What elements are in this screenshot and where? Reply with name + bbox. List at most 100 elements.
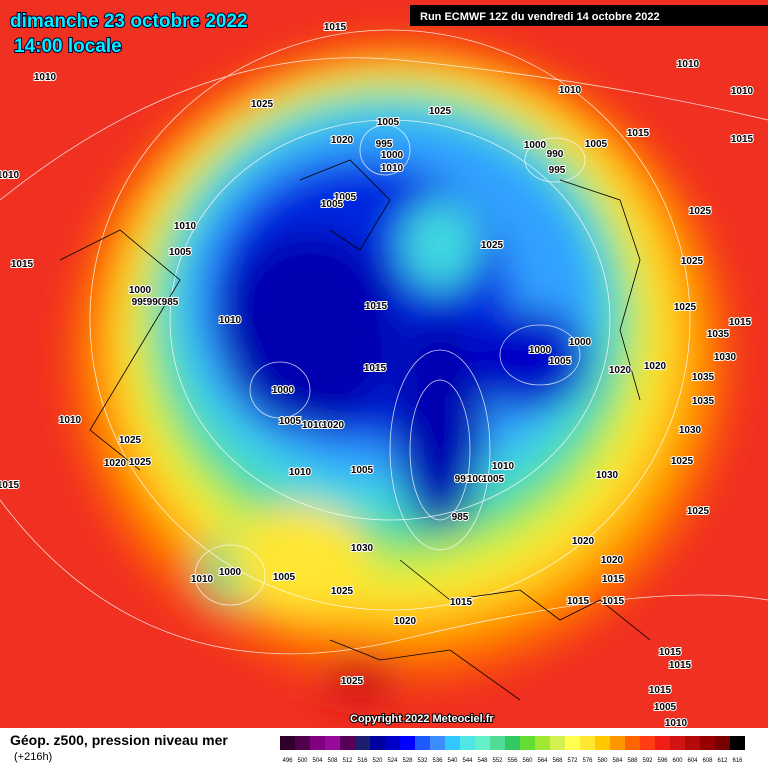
isobar-label: 1010 — [731, 86, 754, 97]
isobar-label: 1010 — [174, 221, 197, 232]
isobar-label: 1005 — [279, 416, 302, 427]
colorbar-label: 516 — [357, 758, 368, 764]
isobar-label: 1025 — [251, 99, 274, 110]
colorbar-label: 600 — [672, 758, 683, 764]
colorbar-swatch — [430, 736, 445, 750]
isobar-label: 1025 — [689, 206, 712, 217]
colorbar-label: 548 — [477, 758, 488, 764]
colorbar-swatch — [580, 736, 595, 750]
isobar-label: 1010 — [219, 315, 242, 326]
isobar-label: 1015 — [365, 301, 388, 312]
colorbar-swatch — [505, 736, 520, 750]
footer-title: Géop. z500, pression niveau mer — [10, 732, 228, 748]
isobar-label: 1015 — [602, 574, 625, 585]
isobar-label: 995 — [549, 165, 566, 176]
colorbar-label: 536 — [432, 758, 443, 764]
colorbar-swatch — [610, 736, 625, 750]
isobar-label: 1020 — [322, 420, 345, 431]
isobar-label: 1015 — [627, 128, 650, 139]
isobar-label: 1020 — [601, 555, 624, 566]
isobar-label: 990 — [147, 297, 164, 308]
colorbar-label: 524 — [387, 758, 398, 764]
isobar-label: 1030 — [351, 543, 374, 554]
isobar-label: 1015 — [567, 596, 590, 607]
isobar-label: 995 — [455, 474, 472, 485]
isobar-label: 1010 — [492, 461, 515, 472]
colorbar-label: 532 — [417, 758, 428, 764]
isobar-label: 1015 — [602, 596, 625, 607]
colorbar-swatch — [340, 736, 355, 750]
colorbar-swatch — [655, 736, 670, 750]
isobar-label: 1020 — [104, 458, 127, 469]
isobar-label: 1005 — [321, 199, 344, 210]
colorbar-label: 604 — [687, 758, 698, 764]
isobar-label: 990 — [547, 149, 564, 160]
isobar-label: 1015 — [669, 660, 692, 671]
colorbar-label: 556 — [507, 758, 518, 764]
colorbar-label: 580 — [597, 758, 608, 764]
lead-time: (+216h) — [14, 751, 52, 763]
isobar-label: 1015 — [450, 597, 473, 608]
colorbar-swatch — [535, 736, 550, 750]
isobar-label: 1010 — [302, 420, 325, 431]
isobar-label: 1010 — [191, 574, 214, 585]
isobar-label: 1025 — [681, 256, 704, 267]
isobar-label: 1015 — [659, 647, 682, 658]
isobar-label: 1010 — [59, 415, 82, 426]
isobar-label: 1025 — [129, 457, 152, 468]
isobar-label: 1035 — [692, 396, 715, 407]
isobar-label: 1025 — [341, 676, 364, 687]
colorbar-swatch — [640, 736, 655, 750]
isobar-label: 1010 — [34, 72, 57, 83]
colorbar-label: 596 — [657, 758, 668, 764]
colorbar-label: 616 — [732, 758, 743, 764]
isobar-label: 1005 — [273, 572, 296, 583]
isobar-label: 1000 — [219, 567, 242, 578]
isobar-label: 1020 — [644, 361, 667, 372]
isobar-label: 985 — [162, 297, 179, 308]
isobar-label: 1005 — [482, 474, 505, 485]
colorbar-swatch — [595, 736, 610, 750]
isobar-label: 1010 — [665, 718, 688, 729]
colorbar-swatch — [715, 736, 730, 750]
isobar-label: 1015 — [649, 685, 672, 696]
colorbar-label: 500 — [297, 758, 308, 764]
colorbar-label: 592 — [642, 758, 653, 764]
isobar-label: 1000 — [524, 140, 547, 151]
isobar-label: 1000 — [467, 474, 490, 485]
colorbar-label: 560 — [522, 758, 533, 764]
colorbar-swatch — [445, 736, 460, 750]
isobar-label: 1005 — [334, 192, 357, 203]
colorbar-swatch — [415, 736, 430, 750]
copyright: Copyright 2022 Meteociel.fr — [350, 713, 494, 725]
colorbar-label: 512 — [342, 758, 353, 764]
isobar-label: 1025 — [674, 302, 697, 313]
colorbar-label: 508 — [327, 758, 338, 764]
isobar-label: 1005 — [549, 356, 572, 367]
isobar-label: 1025 — [429, 106, 452, 117]
isobar-label: 1020 — [394, 616, 417, 627]
isobar-label: 1005 — [377, 117, 400, 128]
isobar-label: 1000 — [529, 345, 552, 356]
colorbar-swatch — [550, 736, 565, 750]
isobar-label: 1005 — [351, 465, 374, 476]
colorbar-swatch — [685, 736, 700, 750]
run-info: Run ECMWF 12Z du vendredi 14 octobre 202… — [420, 11, 660, 23]
colorbar-label: 568 — [552, 758, 563, 764]
colorbar-swatch — [520, 736, 535, 750]
colorbar-label: 552 — [492, 758, 503, 764]
colorbar-label: 520 — [372, 758, 383, 764]
isobar-label: 1025 — [481, 240, 504, 251]
isobar-label: 1020 — [331, 135, 354, 146]
isobar-label: 1030 — [596, 470, 619, 481]
colorbar-label: 504 — [312, 758, 323, 764]
isobar-label: 1015 — [0, 480, 20, 491]
isobar-label: 1025 — [331, 586, 354, 597]
isobar-label: 1015 — [11, 259, 34, 270]
isobar-label: 1005 — [654, 702, 677, 713]
isobar-label: 1010 — [559, 85, 582, 96]
colorbar-label: 540 — [447, 758, 458, 764]
colorbar-label: 584 — [612, 758, 623, 764]
colorbar-label: 588 — [627, 758, 638, 764]
